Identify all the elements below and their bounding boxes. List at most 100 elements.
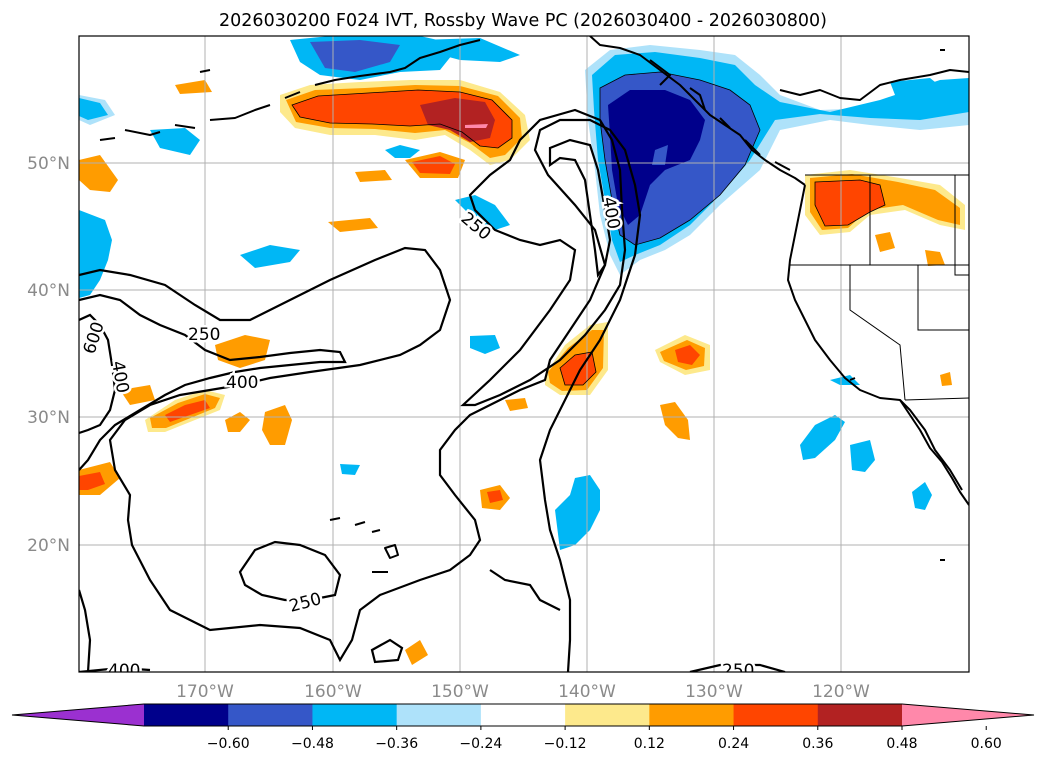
colorbar-segment <box>565 704 650 726</box>
colorbar-segment <box>312 704 398 726</box>
anomaly-cyan-bering2 <box>420 38 520 62</box>
alaska-north <box>779 69 969 101</box>
ivt-contour-400-north <box>548 138 612 278</box>
anomaly-cyan-mid1 <box>150 128 200 155</box>
anomaly-pink-bering <box>465 124 488 128</box>
colorbar-tick-label: 0.12 <box>634 736 665 752</box>
us-west-coast <box>787 184 969 506</box>
contour-label: 400 <box>107 359 132 394</box>
ivt-contour-bottom <box>79 666 151 672</box>
ivt-contour-c <box>489 569 561 611</box>
lat-label-40n: 40°N <box>27 281 70 301</box>
anomaly-cyan-west <box>79 98 108 120</box>
colorbar-segment <box>396 704 482 726</box>
colorbar-tick-label: −0.24 <box>459 736 502 752</box>
ivt-contour-small <box>370 638 404 664</box>
hawaii-islands <box>329 517 399 573</box>
contour-label: 400 <box>108 661 140 681</box>
state-borders <box>790 175 969 401</box>
longitude-labels: 170°W 160°W 150°W 140°W 130°W 120°W <box>176 682 870 702</box>
lon-label-140w: 140°W <box>558 682 616 702</box>
anomaly-cyan-east2 <box>850 440 875 472</box>
contour-label: 250 <box>188 325 220 345</box>
small-islands <box>199 49 945 561</box>
anomaly-cyan-mid6 <box>340 464 360 475</box>
anomaly-dkred-bering <box>420 98 495 142</box>
lat-label-20n: 20°N <box>27 536 70 556</box>
colorbar-tick-label: −0.60 <box>207 736 250 752</box>
colorbar-segment <box>649 704 735 726</box>
lon-label-170w: 170°W <box>176 682 234 702</box>
colorbar-tick-label: −0.12 <box>544 736 587 752</box>
ivt-contour-sw <box>79 589 92 672</box>
outline-bering-warm <box>291 89 513 149</box>
anomaly-red-bering2 <box>412 156 455 174</box>
colorbar-tick-label: 0.48 <box>886 736 917 752</box>
anomaly-orange-c3 <box>505 398 528 411</box>
colorbar-segment <box>733 704 819 726</box>
figure-title: 2026030200 F024 IVT, Rossby Wave PC (202… <box>219 11 827 31</box>
colorbar-outline <box>11 703 1035 727</box>
anomaly-orange-w5 <box>79 155 118 192</box>
anomaly-orange-c2 <box>660 402 690 440</box>
anomaly-orange-c5 <box>355 170 392 182</box>
mexico-border <box>904 397 969 401</box>
anomaly-cyan-west2 <box>79 210 112 298</box>
anomaly-red-ak <box>675 345 700 365</box>
colorbar-tick-label: 0.36 <box>802 736 833 752</box>
outline-nw-warm <box>814 179 886 227</box>
positive-anomalies <box>79 80 965 665</box>
aleutian-islands <box>99 39 481 141</box>
anomaly-cyan-east3 <box>912 482 932 510</box>
anomaly-red-w4 <box>79 472 105 490</box>
map-panel: 250 400 600 250 400 250 250 400 400 250 <box>78 35 970 681</box>
anomaly-cyan-mid5 <box>470 335 500 354</box>
map-content: 250 400 600 250 400 250 250 400 400 250 <box>79 36 969 681</box>
colorbar-extend-high <box>902 704 1034 726</box>
ivt-contour-250-west <box>79 118 642 672</box>
lon-label-160w: 160°W <box>304 682 362 702</box>
contour-label: 250 <box>722 661 754 681</box>
anomaly-orange-w6 <box>262 405 292 445</box>
lon-label-150w: 150°W <box>431 682 489 702</box>
anomaly-cyan-mid7 <box>555 475 600 550</box>
anomaly-cyan-mid4 <box>385 145 420 158</box>
anomaly-med-blue-inner <box>652 145 668 165</box>
colorbar-tick-label: 0.60 <box>971 736 1002 752</box>
anomaly-orange-w3 <box>120 385 155 405</box>
colorbar: −0.60 −0.48 −0.36 −0.24 −0.12 0.12 0.24 0.36 0.4… <box>11 703 1035 752</box>
ivt-contours <box>79 108 786 672</box>
map-frame <box>78 35 970 673</box>
colorbar-segment <box>144 704 229 726</box>
colorbar-segment <box>817 704 903 726</box>
anomaly-orange-c4 <box>328 218 378 232</box>
colorbar-tick-label: −0.36 <box>375 736 418 752</box>
anomaly-orange-c8 <box>940 372 952 386</box>
borders <box>790 174 969 401</box>
outline-plume <box>559 351 597 386</box>
anomaly-cyan-east1 <box>800 415 845 460</box>
ivt-contour-400-west <box>79 293 347 471</box>
ivt-contour-600 <box>79 313 117 435</box>
anomaly-cyan-mid3 <box>455 195 510 230</box>
baja <box>899 399 963 491</box>
colorbar-segment <box>228 704 313 726</box>
ivt-contour-250-inner <box>460 108 627 407</box>
colorbar-tick-label: −0.48 <box>291 736 334 752</box>
anomaly-orange-nw3 <box>925 250 945 266</box>
contour-label: 400 <box>226 373 258 393</box>
ivt-contour-250-loop <box>238 540 342 602</box>
lat-label-50n: 50°N <box>27 154 70 174</box>
latitude-labels: 50°N 40°N 30°N 20°N <box>27 154 70 556</box>
coastlines <box>99 36 969 573</box>
colorbar-extend-low <box>12 704 144 726</box>
colorbar-segment <box>480 704 566 726</box>
anomaly-orange-c6 <box>175 80 212 94</box>
outline-ak-blue <box>599 71 761 246</box>
anomaly-orange-nw2 <box>875 232 895 252</box>
anomaly-outlines <box>291 71 886 386</box>
anomaly-red-c1 <box>487 490 503 503</box>
lon-label-130w: 130°W <box>685 682 743 702</box>
anomaly-red-nw <box>815 180 885 226</box>
alaska-coast <box>589 36 806 186</box>
